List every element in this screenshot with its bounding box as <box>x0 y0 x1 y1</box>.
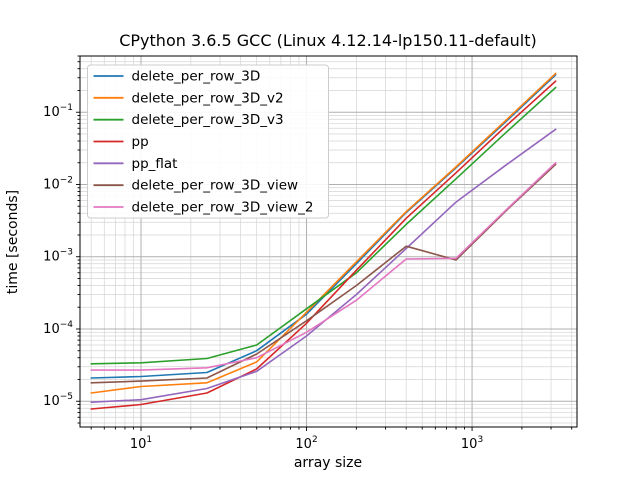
x-tick-label: 103 <box>461 435 483 452</box>
legend-item: delete_per_row_3D_view_2 <box>93 200 314 216</box>
chart-title: CPython 3.6.5 GCC (Linux 4.12.14-lp150.1… <box>119 31 537 50</box>
series-line-delete_per_row_3D <box>90 74 557 379</box>
x-tick-label: 102 <box>295 435 317 452</box>
legend-item: delete_per_row_3D <box>93 69 261 85</box>
legend-label: delete_per_row_3D_view <box>132 178 299 194</box>
series-line-delete_per_row_3D_v3 <box>90 86 557 365</box>
tick-layer: 101 102 103 10−1 10−2 10−3 10−4 10−5 <box>43 55 573 452</box>
legend-label: delete_per_row_3D_v3 <box>132 112 284 128</box>
legend-label: delete_per_row_3D_view_2 <box>132 200 314 216</box>
axes-frame <box>79 55 578 428</box>
x-axis-label: array size <box>294 455 362 471</box>
y-tick-label: 10−5 <box>43 392 73 409</box>
legend-item: delete_per_row_3D_view <box>93 178 299 194</box>
series-line-delete_per_row_3D_view_2 <box>90 161 557 371</box>
legend-label: pp_flat <box>132 156 178 172</box>
legend-item: pp <box>93 134 149 150</box>
series-line-pp <box>90 80 557 410</box>
series-line-delete_per_row_3D_view <box>90 163 557 384</box>
y-tick-label: 10−3 <box>43 248 73 265</box>
series-line-delete_per_row_3D_v2 <box>90 72 557 394</box>
y-tick-label: 10−1 <box>43 103 73 120</box>
y-axis-label: time [seconds] <box>5 190 21 294</box>
y-tick-label: 10−4 <box>43 320 73 337</box>
series-layer <box>90 72 557 410</box>
legend-label: pp <box>132 134 149 150</box>
legend-item: pp_flat <box>93 156 178 172</box>
legend-label: delete_per_row_3D <box>132 69 261 85</box>
y-tick-label: 10−2 <box>43 175 73 192</box>
series-line-pp_flat <box>90 128 557 404</box>
legend-item: delete_per_row_3D_v3 <box>93 112 284 128</box>
legend-label: delete_per_row_3D_v2 <box>132 90 284 106</box>
legend-item: delete_per_row_3D_v2 <box>93 90 284 106</box>
legend-box <box>87 64 329 219</box>
x-tick-label: 101 <box>130 435 152 452</box>
frame-layer <box>79 55 578 428</box>
legend: delete_per_row_3D delete_per_row_3D_v2del… <box>87 64 329 219</box>
